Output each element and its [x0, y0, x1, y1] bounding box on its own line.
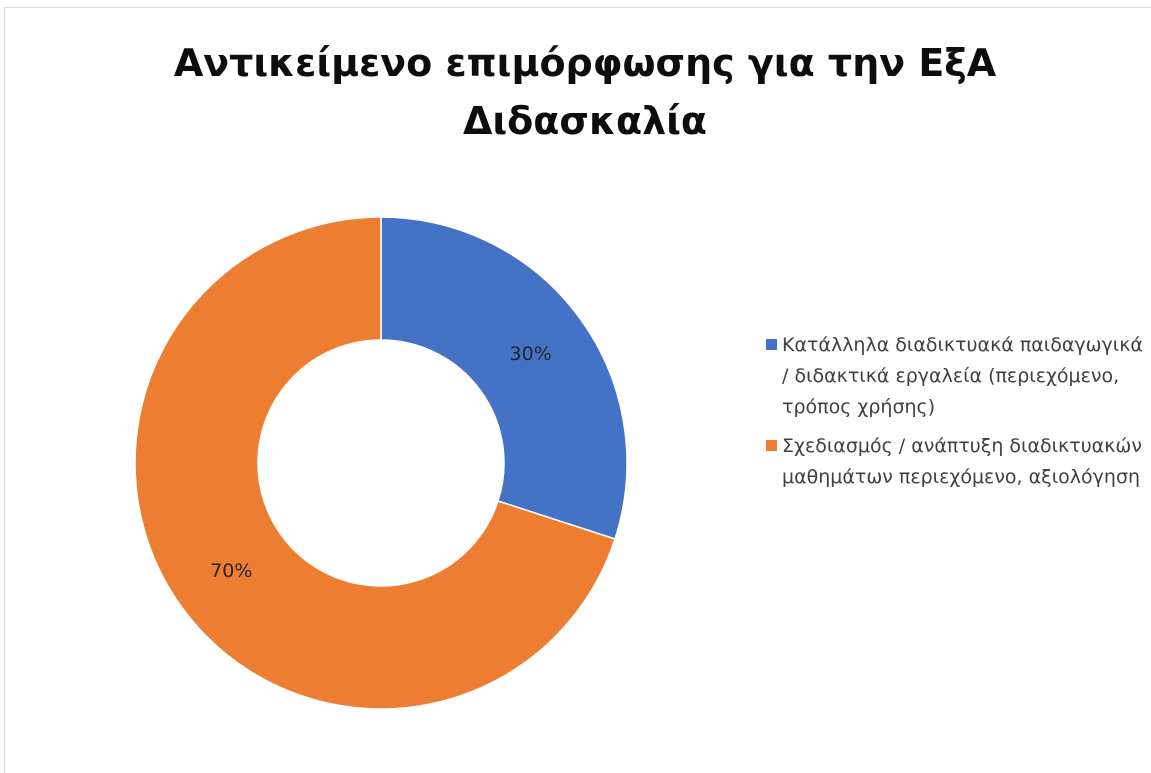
legend-swatch-tools	[766, 339, 777, 350]
donut-slice-design	[134, 216, 616, 710]
legend-label-tools: Κατάλληλα διαδικτυακά παιδαγωγικά / διδα…	[782, 334, 1143, 418]
donut-slice-tools	[380, 216, 628, 540]
legend-label-design: Σχεδιασμός / ανάπτυξη διαδικτυακών μαθημ…	[782, 435, 1142, 488]
legend: Κατάλληλα διαδικτυακά παιδαγωγικά / διδα…	[766, 330, 1146, 501]
data-label-tools: 30%	[510, 343, 552, 365]
legend-item-design: Σχεδιασμός / ανάπτυξη διαδικτυακών μαθημ…	[766, 431, 1146, 493]
chart-title: Αντικείμενο επιμόρφωσης για την ΕξΑ Διδα…	[173, 41, 997, 143]
legend-swatch-design	[766, 440, 777, 451]
legend-item-tools: Κατάλληλα διαδικτυακά παιδαγωγικά / διδα…	[766, 330, 1146, 423]
data-label-design: 70%	[210, 560, 252, 582]
